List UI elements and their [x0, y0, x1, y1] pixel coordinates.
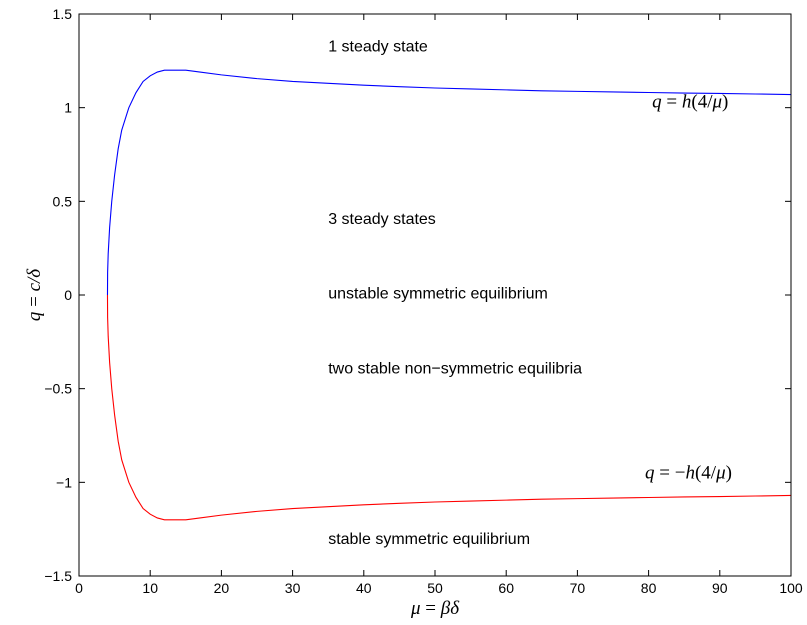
- x-tick-label: 40: [356, 580, 372, 596]
- y-tick-label: 0.5: [53, 193, 73, 209]
- x-tick-label: 0: [75, 580, 83, 596]
- annotation-label: 1 steady state: [328, 38, 428, 55]
- tick-layer: 0 10 20 30 40 50 60 70 80 90 100 −1.5 −1 −0.5 0 0.5 1 1.5: [44, 6, 803, 596]
- curve-label-2: q = −h(4/μ): [645, 463, 732, 484]
- y-tick-label: −1.5: [44, 568, 72, 584]
- x-tick-label: 10: [142, 580, 158, 596]
- curve-label-1: q = h(4/μ): [652, 92, 728, 113]
- plot-background: [79, 14, 791, 576]
- annotation-label: 3 steady states: [328, 211, 436, 228]
- series-layer: [106, 69, 792, 521]
- annotation-label: unstable symmetric equilibrium: [328, 286, 548, 303]
- x-tick-label: 100: [779, 580, 803, 596]
- plot-frame: [78, 13, 792, 577]
- series-1-line: [106, 69, 792, 296]
- y-axis-label-lhs: q: [24, 311, 45, 321]
- x-tick-label: 50: [427, 580, 443, 596]
- annotation-label: stable symmetric equilibrium: [328, 531, 530, 548]
- x-axis-label-rel: =: [421, 598, 441, 619]
- x-tick-label: 70: [570, 580, 586, 596]
- x-tick-label: 60: [498, 580, 514, 596]
- y-tick-label: −1: [56, 474, 72, 490]
- x-tick-label: 90: [712, 580, 728, 596]
- y-tick-label: 1.5: [53, 6, 73, 22]
- series-2-line: [106, 294, 792, 521]
- y-tick-label: 0: [64, 287, 72, 303]
- y-axis-label: q = c/δ: [24, 268, 45, 321]
- x-tick-label: 80: [641, 580, 657, 596]
- annotation-label: two stable non−symmetric equilibria: [328, 361, 582, 378]
- y-axis-label-rhs: c/δ: [24, 268, 45, 292]
- x-axis-label: μ = βδ: [410, 598, 460, 619]
- x-tick-label: 20: [214, 580, 230, 596]
- y-axis-label-rel: =: [24, 291, 45, 311]
- x-tick-label: 30: [285, 580, 301, 596]
- x-axis-label-rhs: βδ: [440, 598, 460, 619]
- x-axis-label-lhs: μ: [410, 598, 421, 619]
- y-tick-label: −0.5: [44, 381, 72, 397]
- y-tick-label: 1: [64, 100, 72, 116]
- annotation-layer: 1 steady state 3 steady states unstable sy…: [328, 38, 732, 548]
